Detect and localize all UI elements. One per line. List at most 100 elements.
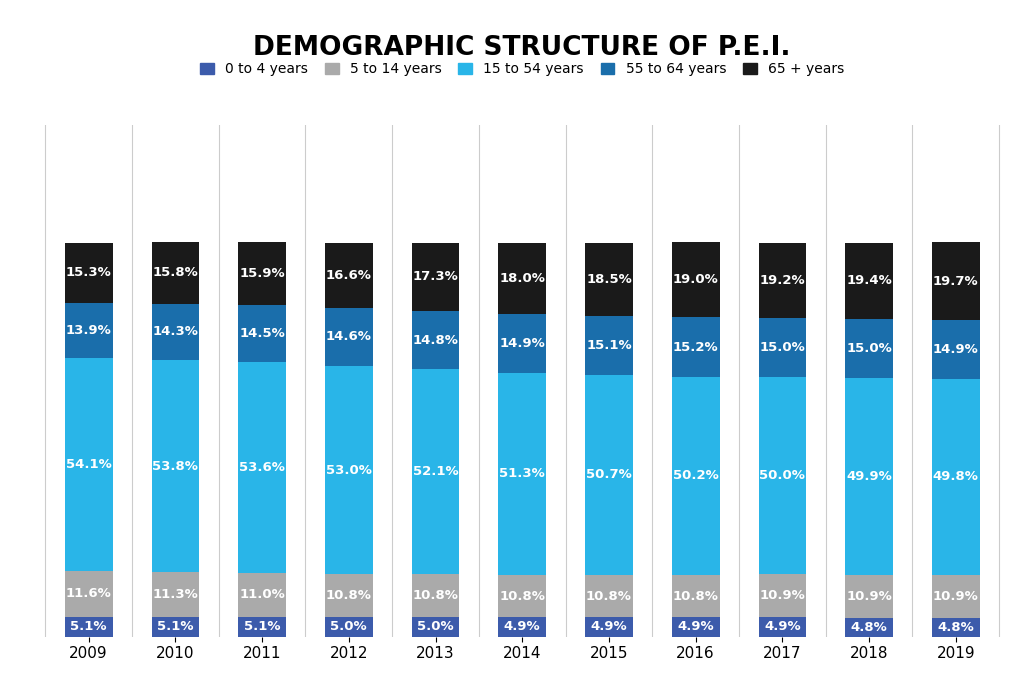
Bar (932, 575, 980, 618)
Bar (932, 618, 980, 637)
Bar (152, 617, 200, 637)
Bar (672, 617, 720, 637)
Bar (585, 575, 633, 617)
Text: 4.9%: 4.9% (591, 621, 628, 633)
Bar (412, 243, 460, 311)
Bar (325, 365, 373, 574)
Text: 13.9%: 13.9% (66, 324, 112, 337)
Text: 10.8%: 10.8% (673, 590, 719, 603)
Bar (845, 618, 893, 637)
Bar (499, 243, 546, 314)
Bar (759, 318, 806, 377)
Bar (932, 320, 980, 379)
Title: DEMOGRAPHIC STRUCTURE OF P.E.I.: DEMOGRAPHIC STRUCTURE OF P.E.I. (254, 35, 791, 61)
Text: 19.2%: 19.2% (760, 274, 805, 287)
Text: 10.9%: 10.9% (933, 590, 979, 603)
Bar (65, 358, 113, 571)
Bar (672, 242, 720, 317)
Text: 15.8%: 15.8% (153, 266, 199, 279)
Bar (65, 303, 113, 358)
Bar (499, 314, 546, 373)
Text: 14.9%: 14.9% (500, 337, 545, 350)
Text: 15.0%: 15.0% (846, 342, 892, 355)
Text: 15.0%: 15.0% (760, 341, 805, 354)
Text: 4.9%: 4.9% (677, 621, 714, 633)
Bar (585, 243, 633, 316)
Text: 10.8%: 10.8% (326, 589, 372, 602)
Text: 54.1%: 54.1% (66, 458, 112, 471)
Text: 11.6%: 11.6% (66, 588, 112, 600)
Bar (932, 242, 980, 320)
Text: 52.1%: 52.1% (413, 465, 459, 478)
Text: 17.3%: 17.3% (413, 271, 459, 283)
Text: 15.1%: 15.1% (586, 339, 632, 352)
Bar (152, 572, 200, 617)
Bar (65, 571, 113, 617)
Bar (845, 243, 893, 319)
Text: 14.8%: 14.8% (413, 334, 459, 347)
Text: 18.0%: 18.0% (500, 272, 545, 285)
Bar (932, 379, 980, 575)
Bar (325, 243, 373, 308)
Bar (672, 575, 720, 617)
Text: 5.1%: 5.1% (71, 620, 106, 633)
Bar (325, 617, 373, 637)
Bar (412, 574, 460, 617)
Bar (239, 242, 286, 305)
Text: 4.8%: 4.8% (851, 621, 888, 634)
Bar (845, 379, 893, 575)
Text: 16.6%: 16.6% (326, 269, 372, 282)
Text: 10.8%: 10.8% (586, 590, 632, 603)
Text: 49.9%: 49.9% (846, 470, 892, 483)
Bar (239, 362, 286, 573)
Bar (412, 311, 460, 369)
Text: 53.6%: 53.6% (240, 461, 285, 474)
Bar (759, 617, 806, 637)
Bar (585, 316, 633, 375)
Text: 4.9%: 4.9% (764, 621, 801, 633)
Text: 14.3%: 14.3% (153, 325, 199, 338)
Text: 14.9%: 14.9% (933, 343, 979, 356)
Text: 4.9%: 4.9% (504, 621, 541, 633)
Bar (499, 575, 546, 617)
Legend: 0 to 4 years, 5 to 14 years, 15 to 54 years, 55 to 64 years, 65 + years: 0 to 4 years, 5 to 14 years, 15 to 54 ye… (201, 62, 844, 76)
Bar (759, 243, 806, 318)
Text: 11.3%: 11.3% (153, 588, 199, 601)
Bar (672, 377, 720, 575)
Bar (585, 375, 633, 575)
Text: 53.0%: 53.0% (326, 464, 372, 477)
Text: 5.1%: 5.1% (244, 620, 281, 633)
Text: 19.0%: 19.0% (673, 273, 719, 286)
Bar (412, 617, 460, 637)
Text: 10.8%: 10.8% (413, 589, 459, 602)
Text: 19.7%: 19.7% (933, 275, 979, 288)
Bar (845, 575, 893, 618)
Text: 15.3%: 15.3% (66, 266, 112, 280)
Bar (239, 305, 286, 362)
Text: 4.8%: 4.8% (937, 621, 974, 634)
Bar (152, 242, 200, 304)
Bar (152, 304, 200, 360)
Text: 53.8%: 53.8% (153, 459, 199, 473)
Text: 19.4%: 19.4% (846, 275, 892, 287)
Bar (759, 574, 806, 617)
Text: 10.9%: 10.9% (846, 590, 892, 603)
Bar (325, 308, 373, 365)
Bar (239, 617, 286, 637)
Text: 18.5%: 18.5% (586, 273, 632, 286)
Text: 51.3%: 51.3% (500, 467, 545, 480)
Text: 5.0%: 5.0% (417, 620, 454, 633)
Bar (152, 360, 200, 572)
Text: 50.2%: 50.2% (673, 469, 719, 482)
Bar (585, 617, 633, 637)
Text: 50.7%: 50.7% (586, 468, 632, 482)
Text: 5.0%: 5.0% (331, 620, 368, 633)
Text: 10.8%: 10.8% (500, 590, 545, 603)
Bar (65, 617, 113, 637)
Bar (65, 243, 113, 303)
Bar (845, 319, 893, 379)
Bar (672, 317, 720, 377)
Bar (325, 574, 373, 617)
Text: 15.9%: 15.9% (240, 267, 285, 280)
Bar (239, 573, 286, 617)
